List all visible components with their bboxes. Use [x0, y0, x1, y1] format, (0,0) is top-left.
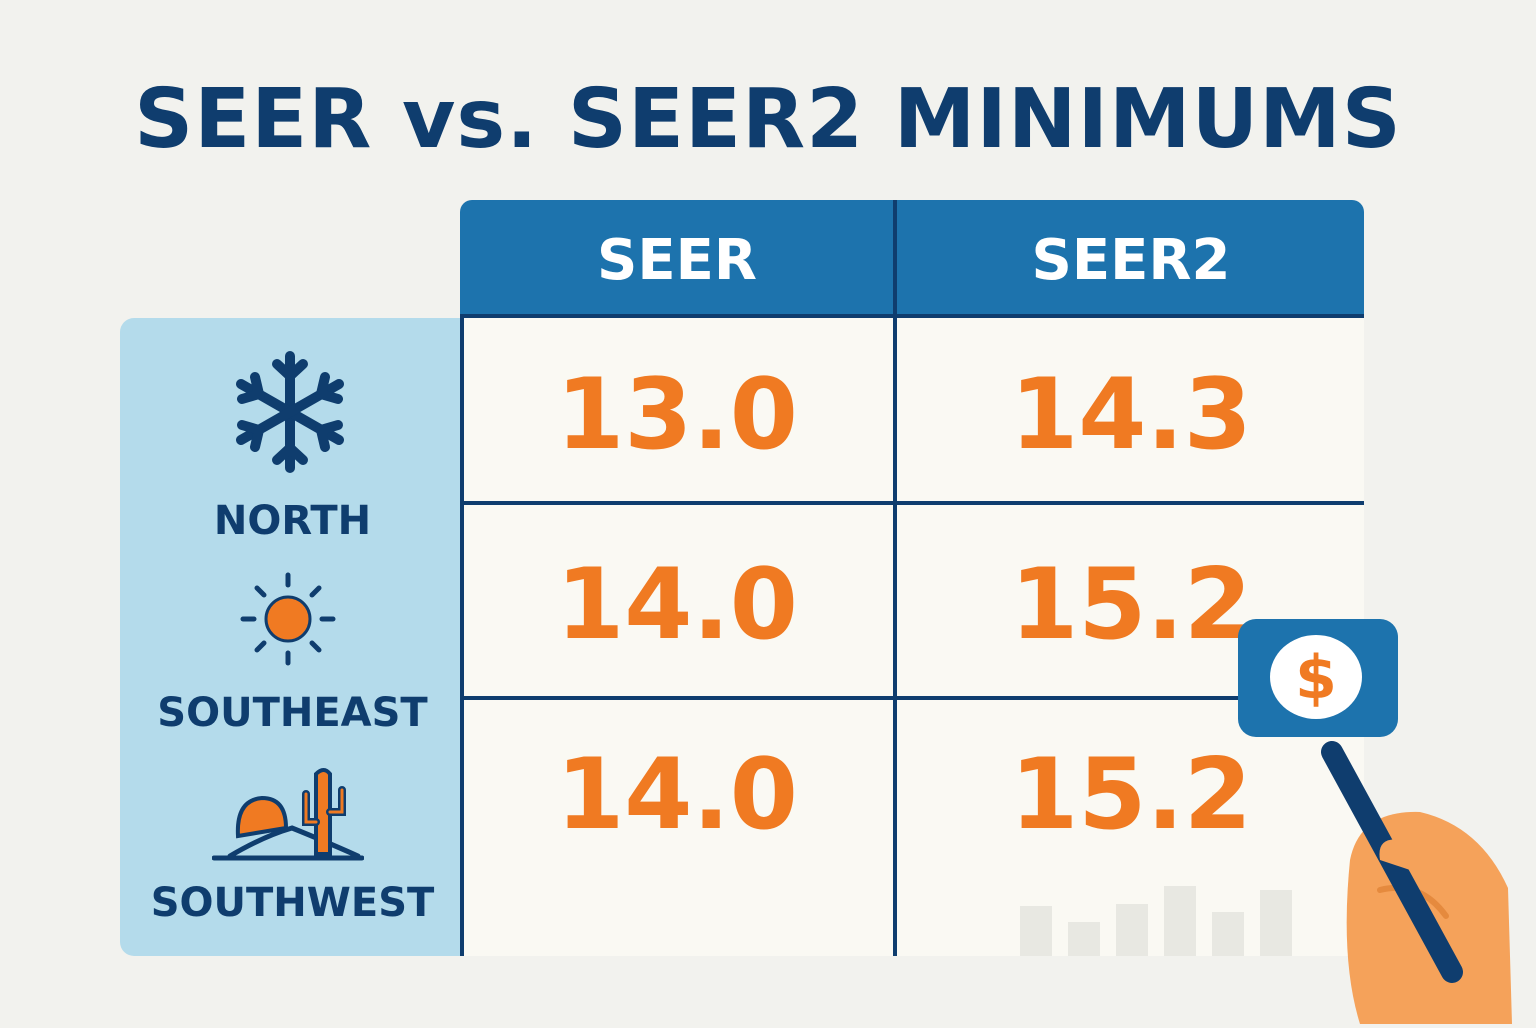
seer2-value-north: 14.3 [1010, 358, 1252, 472]
left-border [460, 316, 464, 956]
snowflake-icon [230, 348, 350, 480]
page-title: SEER vs. SEER2 MINIMUMS [134, 72, 1402, 167]
column-divider [893, 200, 897, 956]
table-body: 13.0 14.3 14.0 15.2 14.0 15.2 [460, 316, 1364, 956]
bar-chart-icon [1020, 880, 1310, 956]
seer-value-north: 13.0 [556, 358, 798, 472]
seer2-value-southwest: 15.2 [1010, 738, 1252, 852]
header-divider [460, 314, 1364, 318]
row-divider [460, 696, 1238, 700]
seer-table: SEER SEER2 13.0 14.3 14.0 15.2 14.0 15.2 [460, 200, 1364, 956]
sun-icon [238, 572, 338, 670]
region-southwest-label: SOUTHWEST [150, 880, 435, 926]
dollar-icon: $ [1270, 635, 1362, 719]
region-southeast-label: SOUTHEAST [157, 690, 428, 736]
row-divider [460, 501, 1364, 505]
column-header-seer: SEER [597, 228, 757, 293]
seer2-value-southeast: 15.2 [1010, 548, 1252, 662]
table-header: SEER SEER2 [460, 200, 1364, 316]
dollar-badge: $ [1238, 619, 1398, 737]
region-north-label: NORTH [213, 498, 372, 544]
seer-value-southwest: 14.0 [556, 738, 798, 852]
column-header-seer2: SEER2 [1031, 228, 1231, 293]
desert-cactus-icon [211, 766, 365, 866]
hand-pen-icon [1320, 740, 1520, 1028]
region-panel: NORTH SOUTHEAST [120, 318, 465, 956]
seer-value-southeast: 14.0 [556, 548, 798, 662]
